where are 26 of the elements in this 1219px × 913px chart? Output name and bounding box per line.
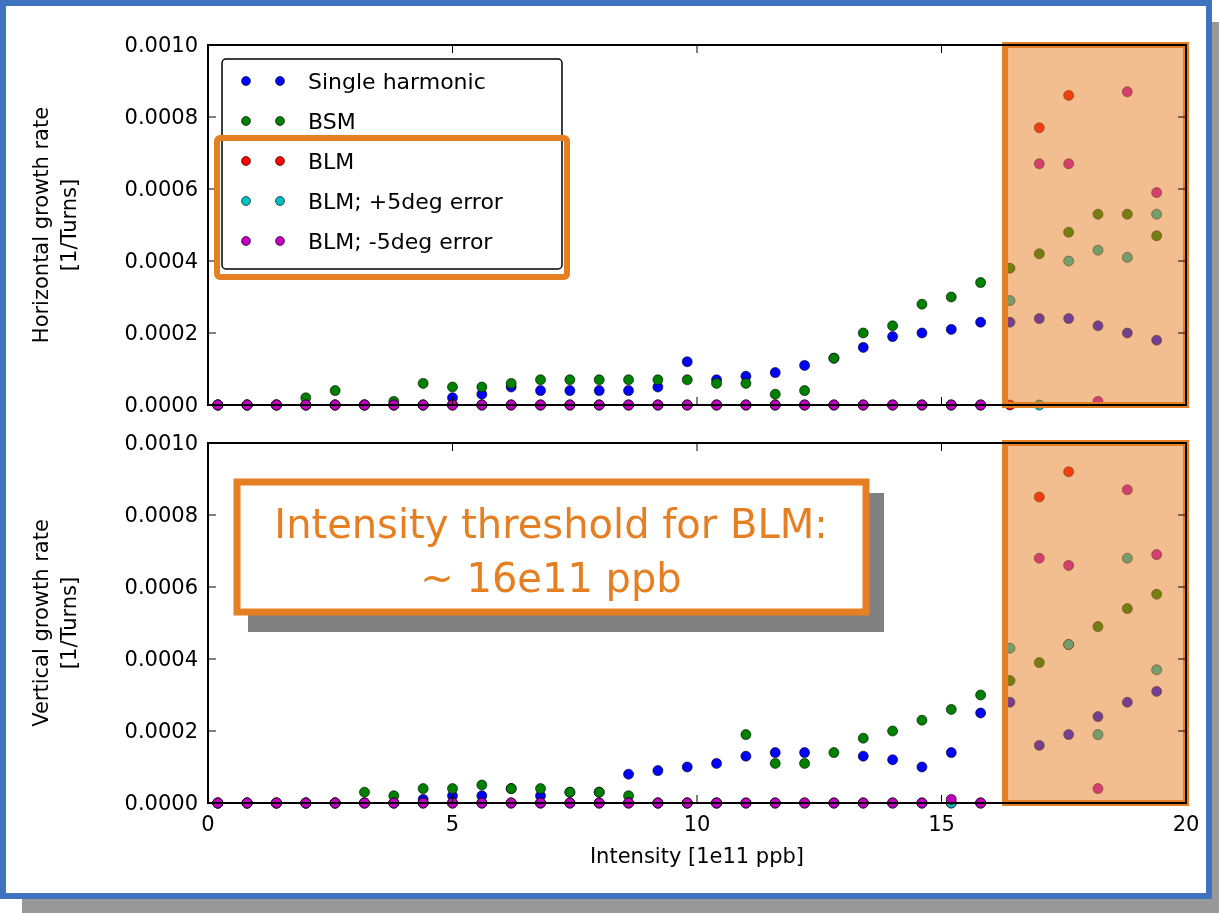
y-tick-label: 0.0010 [124,431,198,455]
y-tick-label: 0.0004 [124,249,198,273]
y-axis-title: Vertical growth rate [1/Turns] [29,519,81,727]
legend-label: BSM [308,109,356,134]
x-tick-label: 10 [683,812,711,836]
x-axis-title: Intensity [1e11 ppb] [589,844,805,868]
x-tick-label: 20 [1172,812,1200,836]
y-tick-label: 0.0002 [124,719,198,743]
legend-label: BLM; -5deg error [308,229,494,254]
legend-label: BLM; +5deg error [308,189,504,214]
y-axis-title: Horizontal growth rate [1/Turns] [29,106,81,344]
y-tick-label: 0.0004 [124,647,198,671]
y-tick-label: 0.0010 [124,33,198,57]
y-tick-label: 0.0008 [124,503,198,527]
y-tick-label: 0.0002 [124,321,198,345]
x-tick-label: 15 [928,812,955,836]
legend-label: Single harmonic [308,69,486,94]
x-tick-label: 0 [201,812,215,836]
y-tick-label: 0.0000 [124,393,198,417]
x-tick-label: 5 [445,812,460,836]
y-tick-label: 0.0000 [124,791,198,815]
y-tick-label: 0.0008 [124,105,198,129]
y-tick-label: 0.0006 [124,177,198,201]
legend-label: BLM [308,149,355,174]
annotation: Intensity threshold for BLM: ~ 16e11 ppb [274,501,828,601]
y-tick-label: 0.0006 [124,575,198,599]
